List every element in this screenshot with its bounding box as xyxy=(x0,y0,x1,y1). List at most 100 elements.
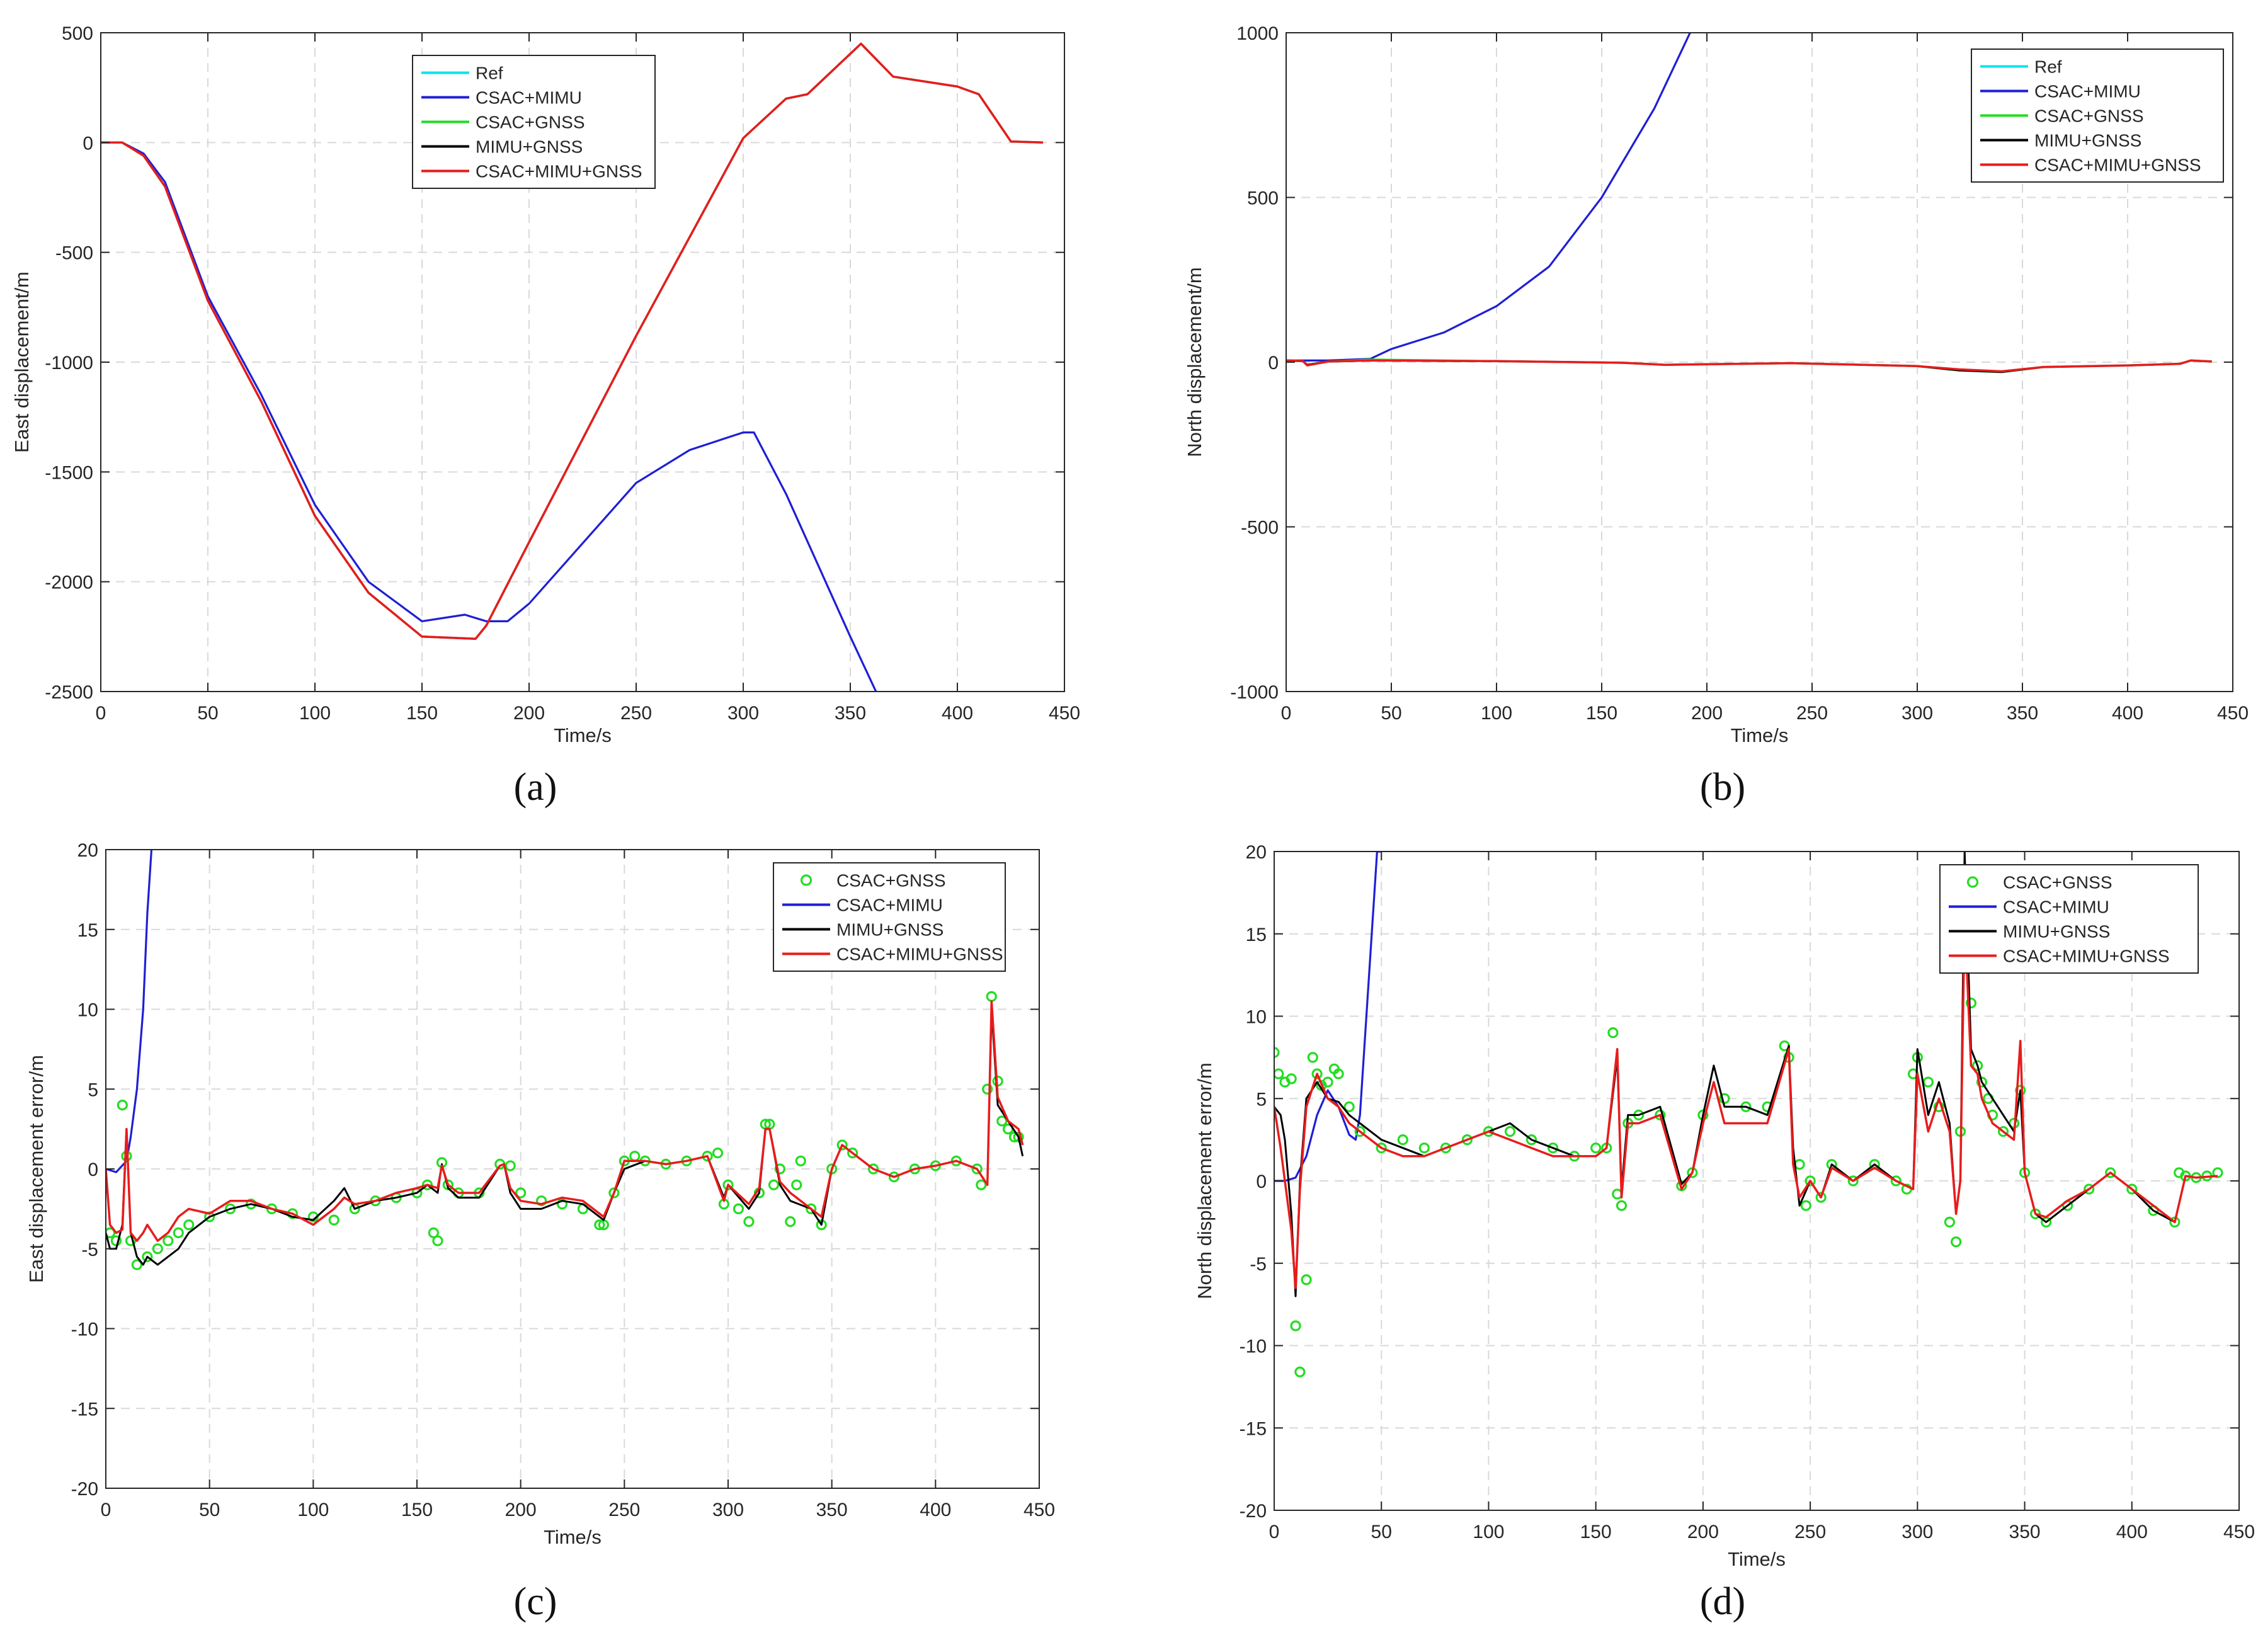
marker-csac-gnss xyxy=(1997,1125,2009,1137)
marker-csac-gnss xyxy=(971,1163,983,1175)
x-tick-label: 250 xyxy=(1796,703,1828,724)
x-tick-label: 400 xyxy=(942,703,973,724)
marker-csac-gnss xyxy=(163,1235,174,1246)
marker-csac-gnss xyxy=(722,1179,734,1190)
legend-swatch-csac-gnss xyxy=(800,874,813,886)
x-tick-label: 350 xyxy=(2009,1522,2041,1542)
x-tick-label: 250 xyxy=(608,1500,640,1520)
y-tick-label: 15 xyxy=(77,920,98,941)
marker-csac-gnss xyxy=(1311,1068,1323,1079)
y-tick-label: 5 xyxy=(88,1079,98,1100)
marker-csac-gnss xyxy=(768,1179,780,1190)
legend-label-ref: Ref xyxy=(2034,57,2062,77)
x-tick-label: 100 xyxy=(299,703,331,724)
marker-csac-gnss xyxy=(1483,1125,1495,1137)
marker-csac-gnss xyxy=(152,1243,163,1255)
marker-csac-gnss xyxy=(1397,1134,1408,1146)
y-tick-label: -2000 xyxy=(45,573,93,593)
x-tick-label: 0 xyxy=(101,1500,111,1520)
marker-csac-gnss xyxy=(106,1227,116,1238)
marker-csac-gnss xyxy=(1719,1093,1730,1104)
x-tick-label: 50 xyxy=(1381,703,1401,724)
legend-label-csac-mimu: CSAC+MIMU xyxy=(476,88,582,108)
x-tick-label: 250 xyxy=(620,703,652,724)
marker-csac-gnss xyxy=(785,1216,796,1228)
panel-caption: (b) xyxy=(1700,766,1745,809)
series-line-csac-mimu xyxy=(101,141,877,692)
x-axis-label: Time/s xyxy=(1728,1548,1786,1570)
marker-csac-gnss xyxy=(183,1219,195,1231)
marker-csac-gnss xyxy=(1976,1076,1988,1088)
marker-csac-gnss xyxy=(976,1179,987,1190)
x-tick-label: 0 xyxy=(1281,703,1292,724)
x-tick-label: 0 xyxy=(96,703,106,724)
marker-csac-gnss xyxy=(608,1187,620,1199)
legend-label-csac-mimu: CSAC+MIMU xyxy=(836,896,943,915)
y-axis-label: East displacement/m xyxy=(11,271,33,453)
marker-csac-gnss xyxy=(1274,1047,1280,1058)
marker-csac-gnss xyxy=(1418,1142,1430,1154)
marker-csac-gnss xyxy=(535,1195,547,1207)
legend-label-csac-mimu: CSAC+MIMU xyxy=(2034,82,2141,101)
legend-label-csac-mimu-gnss: CSAC+MIMU+GNSS xyxy=(2034,156,2201,175)
marker-csac-gnss xyxy=(806,1203,817,1214)
legend-label-csac-mimu-gnss: CSAC+MIMU+GNSS xyxy=(476,162,642,181)
x-tick-label: 400 xyxy=(2116,1522,2148,1542)
legend-label-csac-gnss: CSAC+GNSS xyxy=(2003,873,2113,892)
chart-panel-1: 0 50 100 150 200 250 300 350 400 450 500 0 -500 -1000… xyxy=(11,23,1080,809)
series-line-csac-mimu xyxy=(1274,852,1382,1182)
legend-label-ref: Ref xyxy=(476,64,503,83)
marker-csac-gnss xyxy=(743,1216,755,1228)
legend-label-csac-gnss: CSAC+GNSS xyxy=(476,113,585,132)
x-tick-label: 150 xyxy=(401,1500,433,1520)
marker-csac-gnss xyxy=(1333,1068,1344,1079)
x-tick-label: 250 xyxy=(1794,1522,1826,1542)
x-tick-label: 450 xyxy=(1024,1500,1055,1520)
legend-label-csac-mimu: CSAC+MIMU xyxy=(2003,897,2109,917)
marker-csac-gnss xyxy=(1290,1320,1301,1331)
x-tick-label: 200 xyxy=(505,1500,537,1520)
marker-csac-gnss xyxy=(1286,1073,1297,1085)
y-tick-label: 0 xyxy=(83,133,93,154)
y-tick-label: -1000 xyxy=(45,353,93,373)
y-tick-label: -500 xyxy=(55,243,93,264)
marker-csac-gnss xyxy=(996,1115,1008,1127)
marker-csac-gnss xyxy=(847,1148,858,1159)
marker-csac-gnss xyxy=(142,1251,153,1263)
x-tick-label: 150 xyxy=(1586,703,1617,724)
x-tick-label: 400 xyxy=(2112,703,2143,724)
marker-csac-gnss xyxy=(1933,1101,1944,1112)
marker-csac-gnss xyxy=(888,1171,900,1183)
x-tick-label: 350 xyxy=(2007,703,2038,724)
y-tick-label: 1000 xyxy=(1236,23,1279,44)
marker-csac-gnss xyxy=(1274,1068,1284,1079)
y-tick-label: -5 xyxy=(81,1239,98,1260)
x-tick-label: 450 xyxy=(1049,703,1080,724)
x-tick-label: 350 xyxy=(816,1500,848,1520)
legend-swatch-csac-gnss xyxy=(1966,876,1979,888)
marker-csac-gnss xyxy=(1440,1142,1451,1154)
marker-csac-gnss xyxy=(1590,1142,1602,1154)
series-line-csac-mimu xyxy=(106,850,153,1173)
y-tick-label: 10 xyxy=(1246,1007,1267,1028)
series-group xyxy=(1286,33,2212,373)
marker-csac-gnss xyxy=(1805,1175,1816,1187)
x-tick-label: 450 xyxy=(2223,1522,2255,1542)
y-tick-label: 20 xyxy=(1246,842,1267,863)
panel-caption: (a) xyxy=(514,766,557,809)
y-tick-label: 500 xyxy=(62,23,93,44)
series-line-mimu-gnss xyxy=(1274,852,2218,1297)
x-tick-label: 100 xyxy=(1473,1522,1504,1542)
x-axis-label: Time/s xyxy=(1731,724,1789,746)
marker-csac-gnss xyxy=(1504,1125,1516,1137)
x-axis-label: Time/s xyxy=(544,1526,602,1548)
series-line-csac-mimu-gnss xyxy=(106,1000,1024,1242)
x-tick-label: 400 xyxy=(920,1500,951,1520)
marker-csac-gnss xyxy=(1965,997,1977,1009)
marker-csac-gnss xyxy=(1607,1027,1619,1039)
y-tick-label: -5 xyxy=(1250,1254,1267,1275)
x-tick-label: 300 xyxy=(1902,703,1933,724)
marker-csac-gnss xyxy=(982,1083,993,1095)
series-group xyxy=(106,850,1024,1270)
